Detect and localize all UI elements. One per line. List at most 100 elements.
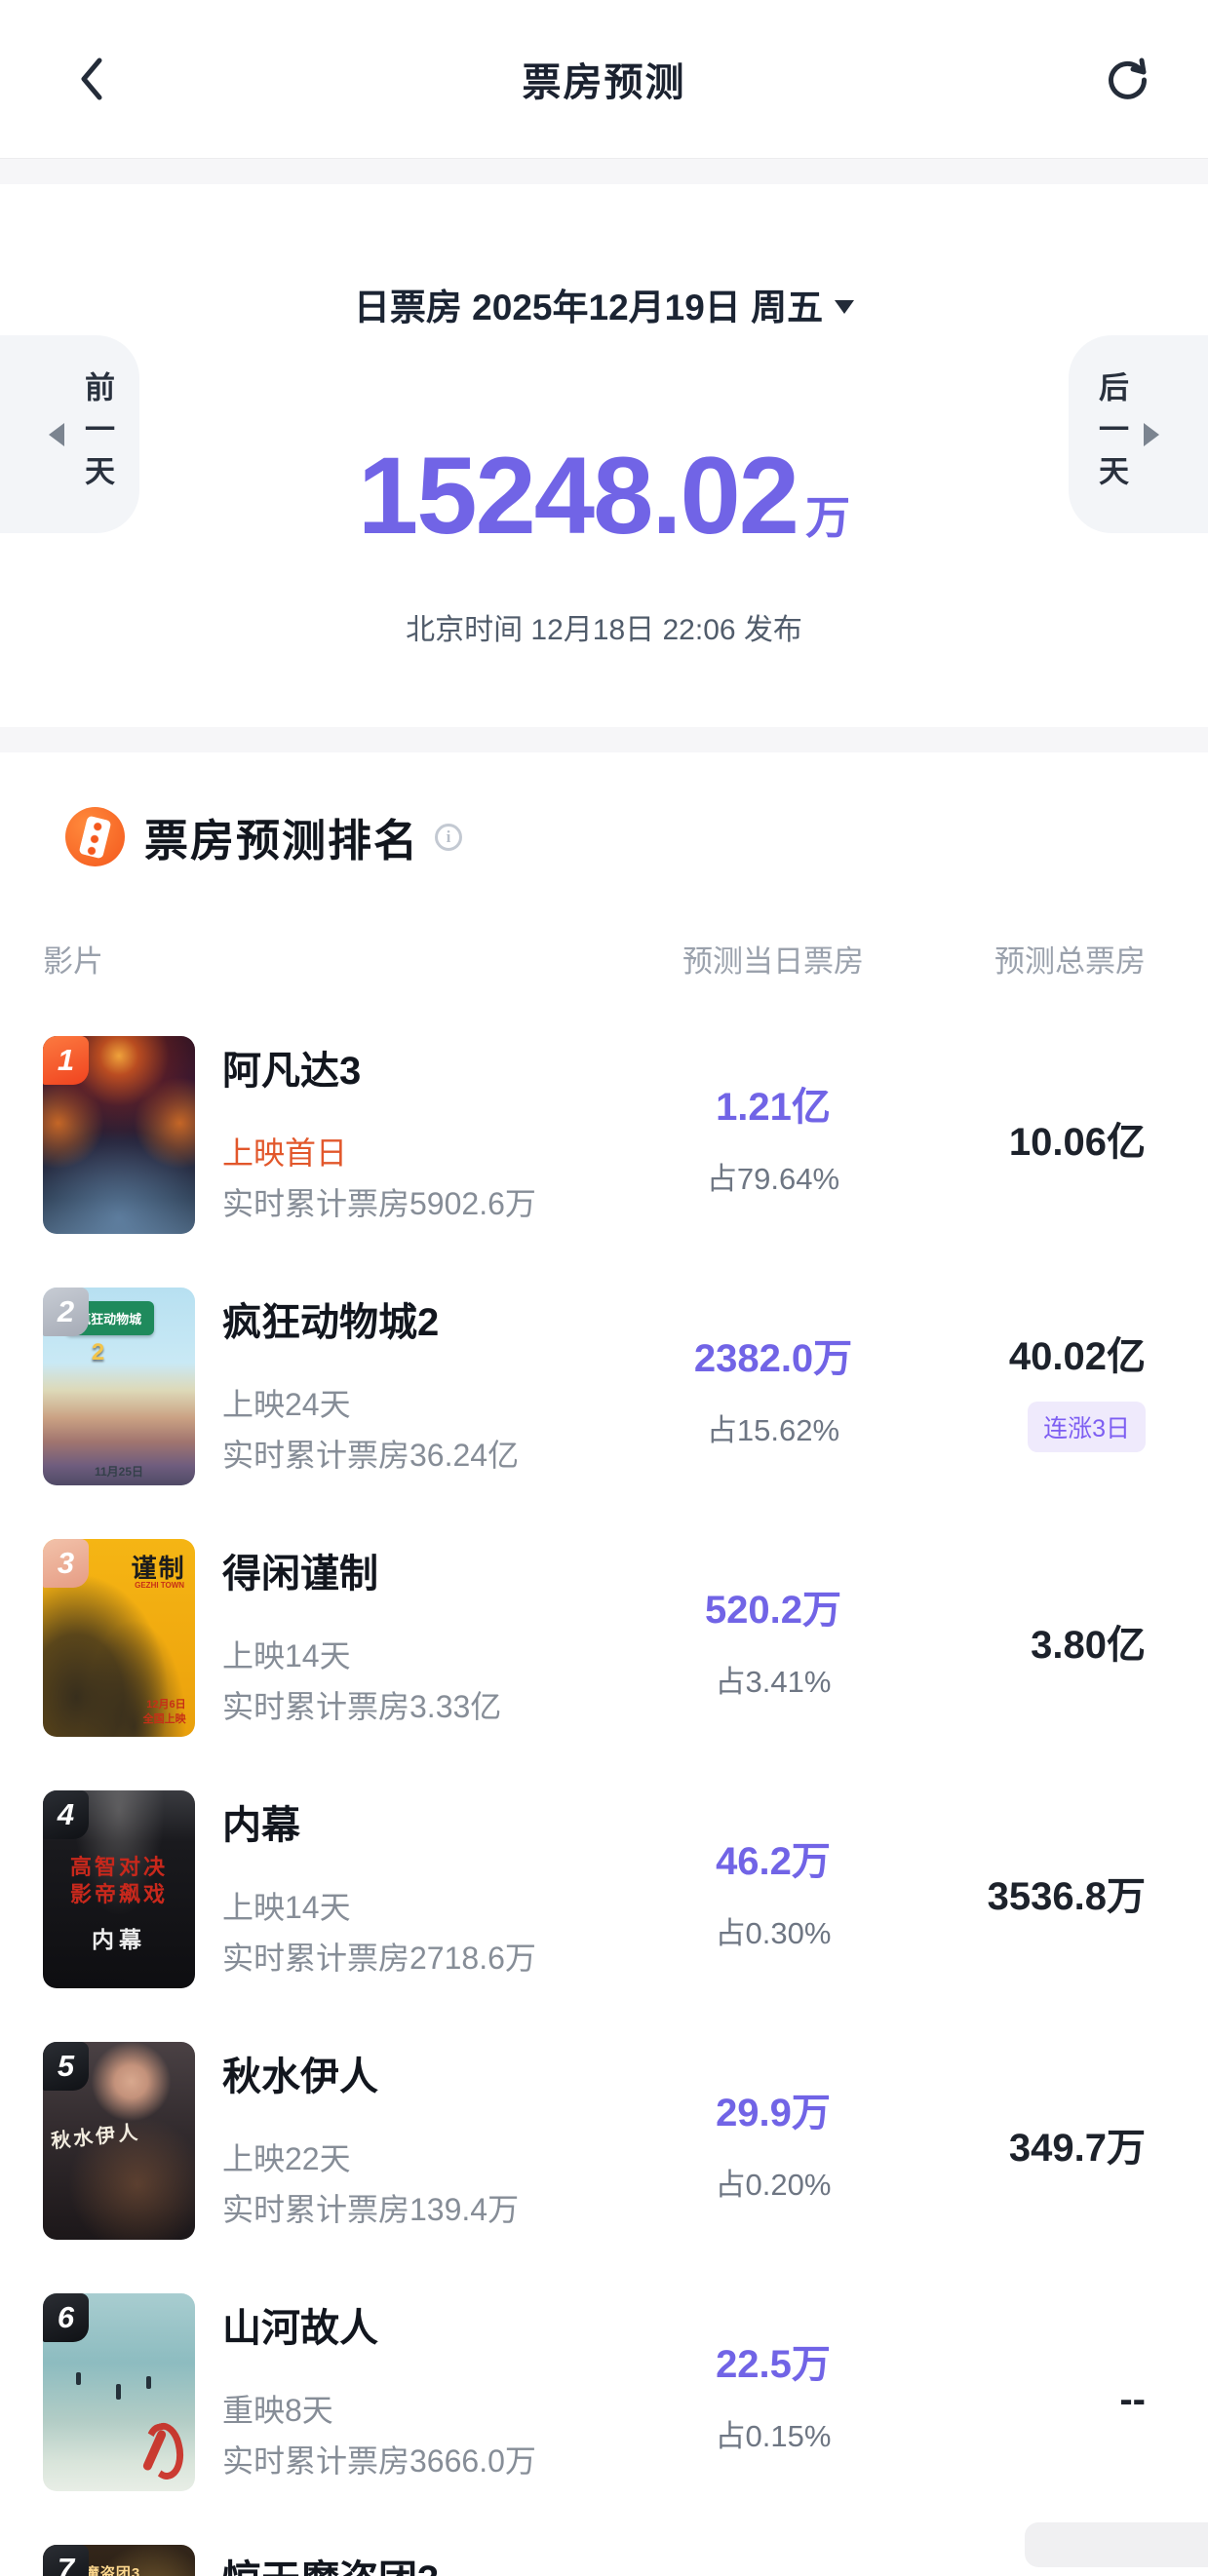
rank-badge: 7: [43, 2545, 89, 2576]
daily-forecast-value: 22.5万: [716, 2343, 831, 2386]
section-title: 票房预测排名: [144, 816, 420, 865]
forecast-ranking-card: 票房预测排名 影片 预测当日票房 预测总票房 1 阿凡达3 上映首日 实时累计票…: [0, 752, 1208, 2576]
total-forecast-value: 3.80亿: [1031, 1623, 1146, 1667]
daily-share: 占79.64%: [706, 1162, 840, 1196]
table-row[interactable]: 1 阿凡达3 上映首日 实时累计票房5902.6万 1.21亿 占79.64% …: [0, 1036, 1208, 1288]
total-forecast-value: --: [1119, 2377, 1146, 2421]
movie-poster[interactable]: 6: [43, 2293, 195, 2491]
movie-title: 疯狂动物城2: [222, 1301, 440, 1344]
cumulative-box-office: 实时累计票房3.33亿: [222, 1689, 502, 1724]
section-header: 票房预测排名: [0, 752, 1208, 868]
daily-forecast-value: 29.9万: [716, 2092, 831, 2134]
next-day-button[interactable]: 后一天: [1069, 335, 1208, 533]
movie-poster[interactable]: 1: [43, 1036, 195, 1234]
cumulative-box-office: 实时累计票房3666.0万: [222, 2443, 536, 2479]
poster-title-text: 谨制: [131, 1554, 186, 1584]
cumulative-box-office: 实时累计票房2718.6万: [222, 1941, 536, 1976]
movie-title: 山河故人: [222, 2307, 378, 2350]
daily-total-figure: 15248.02 万: [0, 442, 1208, 551]
movie-poster[interactable]: 高智对决 影帝飙戏 内幕 4: [43, 1790, 195, 1988]
total-forecast-value: 40.02亿: [1008, 1334, 1146, 1378]
prev-day-label: 前一天: [80, 371, 114, 497]
table-row[interactable]: 惊天魔盗团3 7 惊天魔盗团3: [0, 2545, 1208, 2576]
movie-title: 阿凡达3: [222, 1050, 362, 1093]
daily-share: 占0.30%: [715, 1916, 832, 1950]
column-headers: 影片 预测当日票房 预测总票房: [0, 937, 1208, 980]
release-status: 上映首日: [222, 1135, 348, 1171]
rank-badge: 1: [43, 1036, 89, 1085]
daily-share: 占0.15%: [715, 2419, 832, 2453]
total-forecast-value: 3536.8万: [987, 1874, 1146, 1918]
release-status: 上映14天: [222, 1638, 351, 1673]
publish-timestamp: 北京时间 12月18日 22:06 发布: [406, 614, 802, 646]
release-status: 上映14天: [222, 1890, 351, 1925]
movie-title: 惊天魔盗团3: [222, 2557, 627, 2576]
daily-share: 占0.20%: [715, 2168, 832, 2202]
poster-image: 谨制 GEZHI TOWN 12月6日 全国上映: [43, 1539, 195, 1737]
back-button[interactable]: [78, 57, 103, 104]
floating-widget[interactable]: [1025, 2522, 1208, 2567]
poster-tagline: 影帝飙戏: [69, 1882, 168, 1907]
table-row[interactable]: 谨制 GEZHI TOWN 12月6日 全国上映 3 得闲谨制 上映14天 实时…: [0, 1539, 1208, 1790]
rank-badge: 2: [43, 1288, 89, 1336]
daily-share: 占15.62%: [706, 1413, 840, 1447]
back-chevron-icon: [78, 58, 103, 104]
poster-tagline: 高智对决: [69, 1854, 168, 1879]
column-movie: 影片: [43, 944, 103, 979]
chevron-down-icon: [835, 300, 855, 314]
prev-day-button[interactable]: 前一天: [0, 335, 139, 533]
section-divider: [0, 159, 1208, 184]
rank-badge: 5: [43, 2042, 89, 2091]
movie-title: 内幕: [222, 1804, 300, 1847]
movie-title: 秋水伊人: [222, 2056, 378, 2098]
table-row[interactable]: 疯狂动物城 2 11月25日 2 疯狂动物城2 上映24天 实时累计票房36.2…: [0, 1288, 1208, 1539]
poster-subtitle-text: GEZHI TOWN: [135, 1580, 185, 1590]
movie-poster[interactable]: 疯狂动物城 2 11月25日 2: [43, 1288, 195, 1485]
rank-badge: 6: [43, 2293, 89, 2342]
section-divider: [0, 727, 1208, 752]
cumulative-box-office: 实时累计票房36.24亿: [222, 1438, 520, 1473]
daily-total-unit: 万: [805, 492, 851, 543]
table-row[interactable]: 高智对决 影帝飙戏 内幕 4 内幕 上映14天 实时累计票房2718.6万 46…: [0, 1790, 1208, 2042]
poster-release-date: 11月25日: [94, 1464, 144, 1479]
rank-badge: 3: [43, 1539, 89, 1588]
triangle-right-icon: [1144, 422, 1159, 446]
movie-poster[interactable]: 惊天魔盗团3 7: [43, 2545, 195, 2576]
movie-poster[interactable]: 秋水伊人 5: [43, 2042, 195, 2240]
table-row[interactable]: 6 山河故人 重映8天 实时累计票房3666.0万 22.5万 占0.15% -…: [0, 2293, 1208, 2545]
total-forecast-value: 349.7万: [1008, 2126, 1146, 2170]
next-day-label: 后一天: [1094, 371, 1128, 497]
date-selector[interactable]: 日票房 2025年12月19日 周五: [0, 184, 1208, 330]
release-status: 上映24天: [222, 1387, 351, 1422]
table-row[interactable]: 秋水伊人 5 秋水伊人 上映22天 实时累计票房139.4万 29.9万 占0.…: [0, 2042, 1208, 2293]
top-bar: 票房预测: [0, 0, 1208, 159]
daily-forecast-value: 1.21亿: [716, 1086, 831, 1129]
movie-title: 得闲谨制: [222, 1553, 378, 1596]
daily-share: 占3.41%: [715, 1665, 832, 1699]
refresh-icon: [1105, 58, 1150, 104]
box-office-app-icon: [65, 807, 125, 866]
release-status: 上映22天: [222, 2141, 351, 2176]
total-forecast-value: 10.06亿: [1008, 1120, 1146, 1164]
poster-title-text: 内幕: [92, 1926, 146, 1952]
poster-number: 2: [91, 1338, 105, 1365]
poster-release-date: 12月6日 全国上映: [142, 1699, 186, 1726]
release-status: 重映8天: [222, 2393, 333, 2428]
daily-forecast-value: 46.2万: [716, 1840, 831, 1883]
cumulative-box-office: 实时累计票房5902.6万: [222, 1186, 536, 1221]
cumulative-box-office: 实时累计票房139.4万: [222, 2192, 520, 2227]
rank-badge: 4: [43, 1790, 89, 1839]
daily-forecast-value: 520.2万: [704, 1589, 842, 1632]
date-label: 日票房 2025年12月19日 周五: [353, 288, 824, 327]
column-daily-forecast: 预测当日票房: [682, 944, 864, 979]
poster-title-text: 惊天魔盗团3: [53, 2565, 141, 2576]
poster-calligraphy-mark: [139, 2419, 189, 2483]
poster-image: 高智对决 影帝飙戏 内幕: [43, 1790, 195, 1988]
daily-forecast-value: 2382.0万: [693, 1337, 853, 1380]
page-title: 票房预测: [522, 61, 686, 104]
movie-poster[interactable]: 谨制 GEZHI TOWN 12月6日 全国上映 3: [43, 1539, 195, 1737]
triangle-left-icon: [49, 422, 64, 446]
info-icon[interactable]: [435, 823, 463, 851]
refresh-button[interactable]: [1105, 57, 1150, 104]
